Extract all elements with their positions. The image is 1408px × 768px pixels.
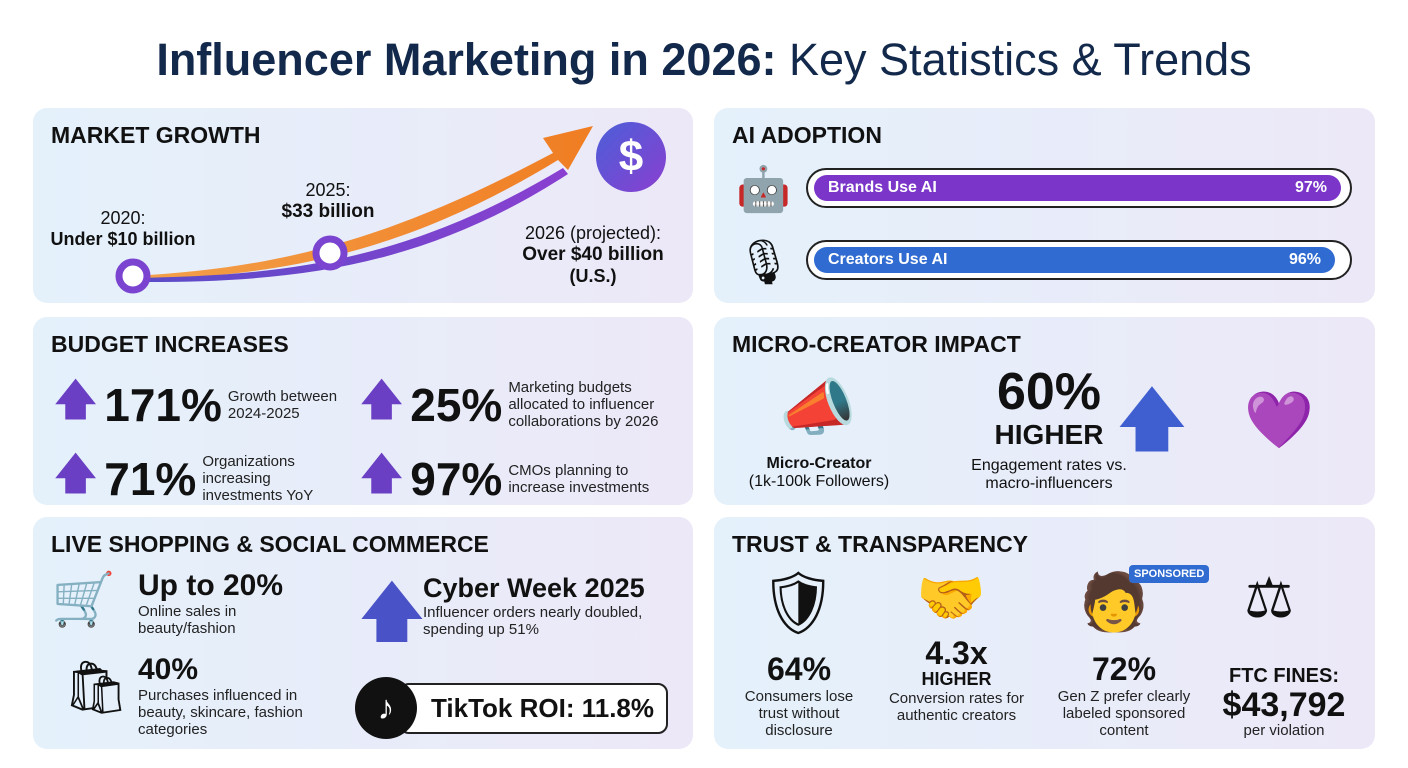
up-arrow-icon: 🡅	[53, 449, 99, 498]
sponsored-badge: SPONSORED	[1129, 565, 1210, 583]
dollar-icon: $	[596, 122, 666, 192]
up-arrow-icon: 🡅	[53, 375, 99, 424]
section-heading: BUDGET INCREASES	[51, 331, 289, 357]
live-shopping-panel: LIVE SHOPPING & SOCIAL COMMERCE 🛒 Up to …	[33, 517, 693, 749]
robot-icon: 🤖	[736, 165, 791, 214]
budget-panel: BUDGET INCREASES 🡅 171% Growth between 202…	[33, 317, 693, 505]
handshake-icon: 🤝	[916, 566, 986, 629]
up-arrow-icon: 🡅	[359, 449, 405, 498]
up-arrow-icon: 🡅	[358, 574, 426, 648]
section-heading: AI ADOPTION	[732, 122, 882, 148]
micro-creator-panel: MICRO-CREATOR IMPACT 📣 Micro-Creator (1k-…	[714, 317, 1375, 505]
page-title: Influencer Marketing in 2026: Key Statis…	[156, 34, 1252, 85]
growth-arrow-icon	[115, 126, 593, 294]
shopping-bag-icon: 🛍	[63, 659, 130, 717]
creator-icon: 🎙	[736, 238, 792, 287]
creators-ai-bar: Creators Use AI 96%	[806, 240, 1352, 280]
section-heading: TRUST & TRANSPARENCY	[732, 531, 1029, 557]
broken-shield-icon: 🛡	[759, 569, 838, 638]
section-heading: MICRO-CREATOR IMPACT	[732, 331, 1021, 357]
section-heading: MARKET GROWTH	[51, 122, 261, 148]
section-heading: LIVE SHOPPING & SOCIAL COMMERCE	[51, 531, 489, 557]
cart-icon: 🛒	[51, 571, 116, 629]
trust-panel: TRUST & TRANSPARENCY 🛡 64% Consumers lose…	[714, 517, 1375, 749]
ai-adoption-panel: AI ADOPTION 🤖 🎙 Brands Use AI 97% Creator…	[714, 108, 1375, 303]
brands-ai-bar: Brands Use AI 97%	[806, 168, 1352, 208]
engagement-heart-icon: 💜	[1244, 388, 1314, 451]
megaphone-icon: 📣	[779, 374, 857, 443]
up-arrow-icon: 🡅	[359, 375, 405, 424]
up-arrow-icon: 🡅	[1116, 380, 1188, 458]
market-growth-panel: MARKET GROWTH $ 2020: Under $10 billion 2…	[33, 108, 693, 303]
tiktok-icon: ♪	[355, 677, 417, 739]
gavel-money-icon: ⚖	[1244, 566, 1295, 629]
